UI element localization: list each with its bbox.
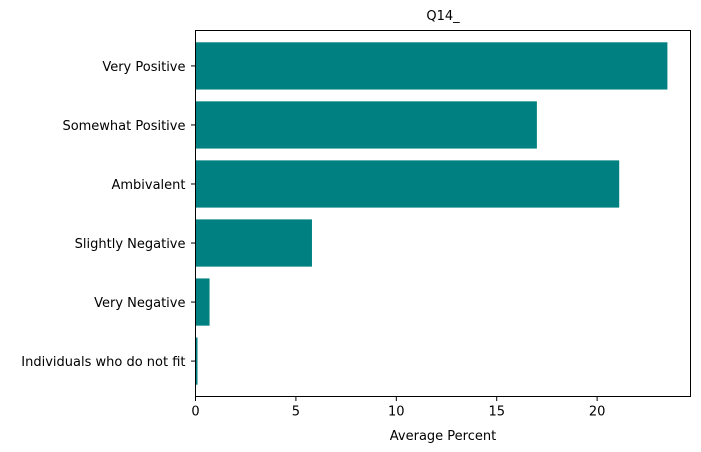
chart-title: Q14_ xyxy=(426,9,460,24)
bar-3 xyxy=(195,219,312,267)
x-tick-label-2: 10 xyxy=(388,405,405,420)
y-tick-label-3: Slightly Negative xyxy=(75,237,186,252)
y-tick-label-2: Ambivalent xyxy=(111,178,185,193)
bar-5 xyxy=(195,337,198,385)
plot-frame xyxy=(195,30,691,397)
x-tick-label-0: 0 xyxy=(191,405,199,420)
y-tick-label-0: Very Positive xyxy=(102,60,185,75)
x-axis-label: Average Percent xyxy=(390,429,496,444)
bars-group xyxy=(195,42,668,385)
y-tick-label-1: Somewhat Positive xyxy=(62,119,185,134)
x-tick-label-1: 5 xyxy=(292,405,300,420)
x-tick-label-4: 20 xyxy=(589,405,606,420)
bar-0 xyxy=(195,42,668,90)
x-axis-ticks: 0 5 10 15 20 xyxy=(191,396,606,420)
bar-2 xyxy=(195,160,620,208)
bar-1 xyxy=(195,101,537,149)
y-axis-ticks: Very Positive Somewhat Positive Ambivalent… xyxy=(21,60,196,370)
y-tick-label-4: Very Negative xyxy=(94,296,185,311)
y-tick-label-5: Individuals who do not fit xyxy=(21,355,185,370)
x-tick-label-3: 15 xyxy=(488,405,505,420)
bar-4 xyxy=(195,278,210,326)
